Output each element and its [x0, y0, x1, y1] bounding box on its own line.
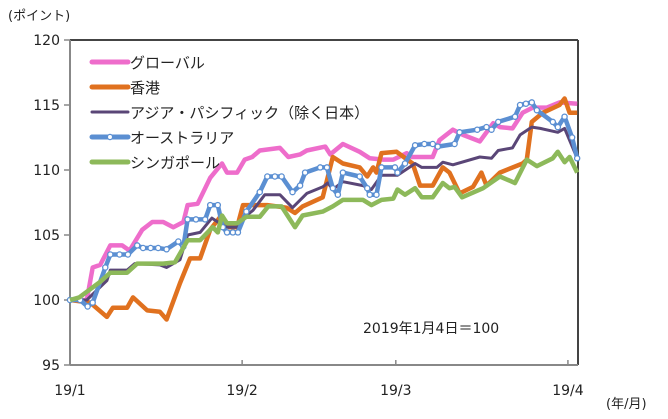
series-1: [69, 96, 578, 322]
y-tick-label: 115: [33, 98, 60, 114]
data-point: [378, 164, 385, 171]
series-group: [66, 96, 581, 322]
legend-label: オーストラリア: [130, 129, 234, 147]
series-4: [69, 149, 580, 303]
data-point: [206, 201, 214, 209]
y-tick-label: 110: [33, 163, 60, 179]
data-point: [256, 188, 264, 196]
data-point: [511, 113, 519, 120]
data-point: [296, 182, 304, 189]
data-point: [494, 118, 502, 126]
data-point: [139, 244, 147, 252]
data-point: [243, 208, 250, 215]
data-point: [573, 155, 581, 162]
x-axis-label: (年/月): [606, 397, 647, 412]
data-point: [214, 201, 222, 209]
data-point: [234, 229, 242, 236]
data-point: [411, 142, 419, 149]
data-point: [184, 216, 191, 223]
data-point: [201, 216, 209, 223]
y-tick-label: 100: [33, 293, 60, 309]
data-point: [549, 118, 557, 126]
series-2: [70, 125, 579, 302]
data-point: [154, 244, 162, 252]
x-tick-label: 19/2: [226, 383, 257, 399]
data-point: [329, 184, 337, 192]
x-tick-label: 19/3: [380, 383, 411, 399]
data-point: [271, 173, 279, 180]
data-point: [456, 129, 463, 136]
data-point: [89, 299, 96, 306]
data-point: [522, 100, 530, 107]
data-point: [84, 303, 91, 310]
x-tick-label: 19/1: [54, 383, 85, 399]
data-point: [451, 140, 458, 148]
data-point: [124, 251, 132, 258]
data-point: [394, 169, 401, 176]
legend-label: シンガポール: [130, 154, 220, 172]
y-axis-label: (ポイント): [8, 9, 70, 24]
data-point: [483, 123, 490, 131]
data-point: [323, 164, 331, 171]
data-point: [334, 191, 342, 198]
baseline-annotation: 2019年1月4日＝100: [363, 321, 499, 337]
series-0: [70, 100, 578, 303]
data-point: [223, 229, 231, 236]
series-line: [70, 125, 579, 302]
data-point: [516, 101, 524, 109]
axes: 95 100 105 110 115 120 19/1 19/2 19/3 19/4: [33, 33, 583, 399]
data-point: [373, 191, 380, 198]
legend-marker: [106, 133, 114, 141]
data-point: [192, 216, 200, 223]
data-point: [434, 143, 442, 150]
series-line: [70, 100, 578, 303]
data-point: [316, 164, 324, 171]
data-point: [528, 99, 536, 106]
data-point: [473, 126, 481, 133]
data-point: [554, 123, 562, 131]
data-point: [301, 169, 309, 176]
data-point: [488, 126, 495, 133]
data-point: [102, 264, 109, 271]
y-tick-label: 105: [33, 228, 60, 244]
data-point: [289, 188, 296, 196]
data-point: [278, 173, 285, 180]
y-tick-label: 95: [42, 358, 60, 374]
legend-label: アジア・パシフィック（除く日本）: [130, 104, 369, 122]
series-line: [69, 96, 578, 322]
y-tick-label: 120: [33, 33, 60, 49]
data-point: [264, 173, 271, 180]
data-point: [107, 251, 114, 258]
legend-label: グローバル: [130, 54, 205, 72]
data-point: [133, 242, 141, 249]
data-point: [363, 184, 371, 192]
data-point: [561, 113, 568, 120]
data-point: [568, 134, 576, 141]
legend-label: 香港: [130, 79, 160, 97]
data-point: [366, 191, 374, 198]
data-point: [356, 173, 363, 180]
data-point: [401, 160, 409, 167]
data-point: [533, 106, 541, 114]
data-point: [175, 238, 182, 245]
data-point: [339, 169, 347, 176]
series-line: [69, 149, 580, 303]
data-point: [163, 246, 170, 253]
data-point: [429, 140, 436, 148]
data-point: [116, 251, 123, 258]
series-3: [66, 99, 581, 310]
data-point: [147, 244, 154, 252]
data-point: [391, 164, 399, 171]
x-tick-label: 19/4: [552, 383, 584, 399]
data-point: [421, 140, 428, 148]
